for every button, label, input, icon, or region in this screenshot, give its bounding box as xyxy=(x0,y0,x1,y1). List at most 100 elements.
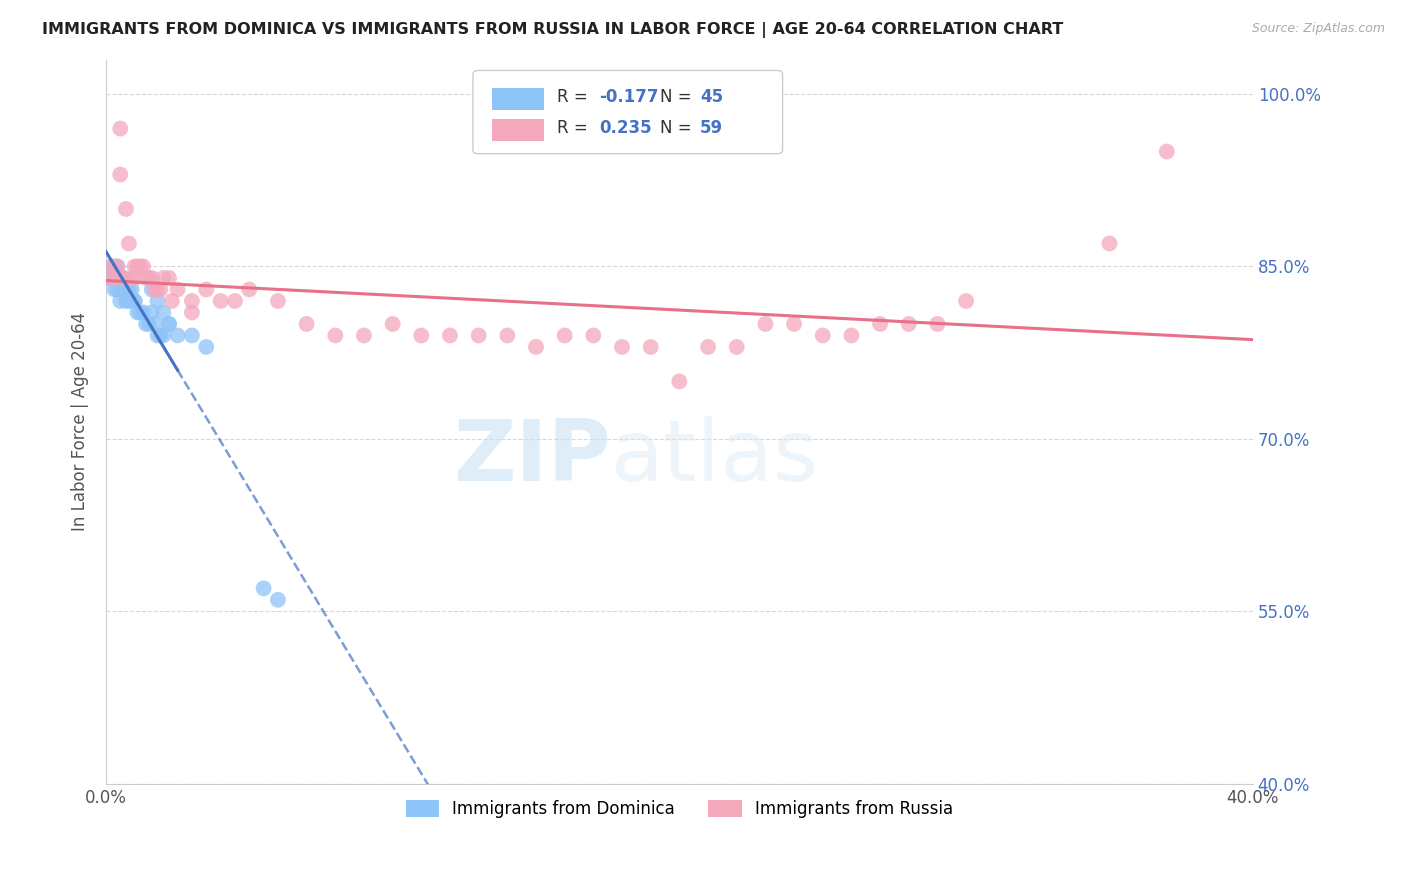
Point xyxy=(105,260,128,274)
Point xyxy=(143,317,166,331)
Point xyxy=(267,293,290,308)
Point xyxy=(97,271,120,285)
Point xyxy=(138,271,160,285)
Point xyxy=(353,328,375,343)
Point xyxy=(100,260,122,274)
Point xyxy=(1156,145,1178,159)
Point xyxy=(955,293,977,308)
Point xyxy=(524,340,547,354)
Point xyxy=(195,340,218,354)
Point xyxy=(110,121,132,136)
Text: IMMIGRANTS FROM DOMINICA VS IMMIGRANTS FROM RUSSIA IN LABOR FORCE | AGE 20-64 CO: IMMIGRANTS FROM DOMINICA VS IMMIGRANTS F… xyxy=(42,22,1063,38)
Point xyxy=(112,283,135,297)
Point xyxy=(146,328,169,343)
Point xyxy=(132,305,155,319)
Point xyxy=(112,271,135,285)
Point xyxy=(841,328,863,343)
Point xyxy=(209,293,232,308)
Y-axis label: In Labor Force | Age 20-64: In Labor Force | Age 20-64 xyxy=(72,312,89,532)
Point xyxy=(118,293,141,308)
Point xyxy=(783,317,806,331)
Point xyxy=(149,283,172,297)
Point xyxy=(121,271,143,285)
Point xyxy=(1098,236,1121,251)
Text: R =: R = xyxy=(557,88,593,106)
Point xyxy=(157,271,180,285)
Text: atlas: atlas xyxy=(610,417,818,500)
Point xyxy=(295,317,318,331)
Point xyxy=(927,317,949,331)
Text: N =: N = xyxy=(659,88,697,106)
Point xyxy=(121,283,143,297)
Point xyxy=(146,283,169,297)
Point xyxy=(112,271,135,285)
Point xyxy=(267,592,290,607)
Point xyxy=(668,375,690,389)
Point xyxy=(467,328,489,343)
Point xyxy=(141,305,163,319)
Point xyxy=(124,293,146,308)
Point xyxy=(105,283,128,297)
Point xyxy=(146,293,169,308)
Point xyxy=(103,271,125,285)
Point xyxy=(811,328,834,343)
Point xyxy=(103,271,125,285)
Point xyxy=(115,293,138,308)
Point xyxy=(115,202,138,216)
Text: R =: R = xyxy=(557,120,593,137)
Point xyxy=(129,305,152,319)
Point xyxy=(115,283,138,297)
Point xyxy=(105,271,128,285)
FancyBboxPatch shape xyxy=(492,87,544,110)
Point xyxy=(152,328,174,343)
Point xyxy=(115,283,138,297)
Point xyxy=(97,271,120,285)
FancyBboxPatch shape xyxy=(492,119,544,141)
Point xyxy=(127,305,149,319)
Point xyxy=(105,260,128,274)
Point xyxy=(869,317,891,331)
Point xyxy=(166,328,188,343)
Point xyxy=(103,271,125,285)
Point xyxy=(121,293,143,308)
Point xyxy=(610,340,633,354)
Point xyxy=(754,317,776,331)
Text: 59: 59 xyxy=(700,120,723,137)
Point xyxy=(124,293,146,308)
Point xyxy=(195,283,218,297)
Point xyxy=(110,293,132,308)
Point xyxy=(118,236,141,251)
Point xyxy=(224,293,246,308)
Point xyxy=(149,328,172,343)
Point xyxy=(138,317,160,331)
Point xyxy=(135,317,157,331)
Point xyxy=(100,271,122,285)
Point xyxy=(118,283,141,297)
Point xyxy=(124,260,146,274)
Point xyxy=(124,271,146,285)
FancyBboxPatch shape xyxy=(472,70,783,153)
Point xyxy=(110,283,132,297)
Point xyxy=(112,271,135,285)
Point xyxy=(160,293,183,308)
Point xyxy=(640,340,662,354)
Point xyxy=(127,260,149,274)
Point xyxy=(496,328,519,343)
Text: N =: N = xyxy=(659,120,697,137)
Legend: Immigrants from Dominica, Immigrants from Russia: Immigrants from Dominica, Immigrants fro… xyxy=(398,791,962,826)
Point xyxy=(135,271,157,285)
Point xyxy=(143,283,166,297)
Point xyxy=(897,317,920,331)
Text: 0.235: 0.235 xyxy=(599,120,652,137)
Point xyxy=(157,317,180,331)
Point xyxy=(157,317,180,331)
Point xyxy=(103,260,125,274)
Point xyxy=(181,293,204,308)
Text: ZIP: ZIP xyxy=(453,417,610,500)
Text: 45: 45 xyxy=(700,88,723,106)
Point xyxy=(725,340,748,354)
Point xyxy=(152,305,174,319)
Point xyxy=(411,328,433,343)
Point xyxy=(439,328,461,343)
Point xyxy=(110,168,132,182)
